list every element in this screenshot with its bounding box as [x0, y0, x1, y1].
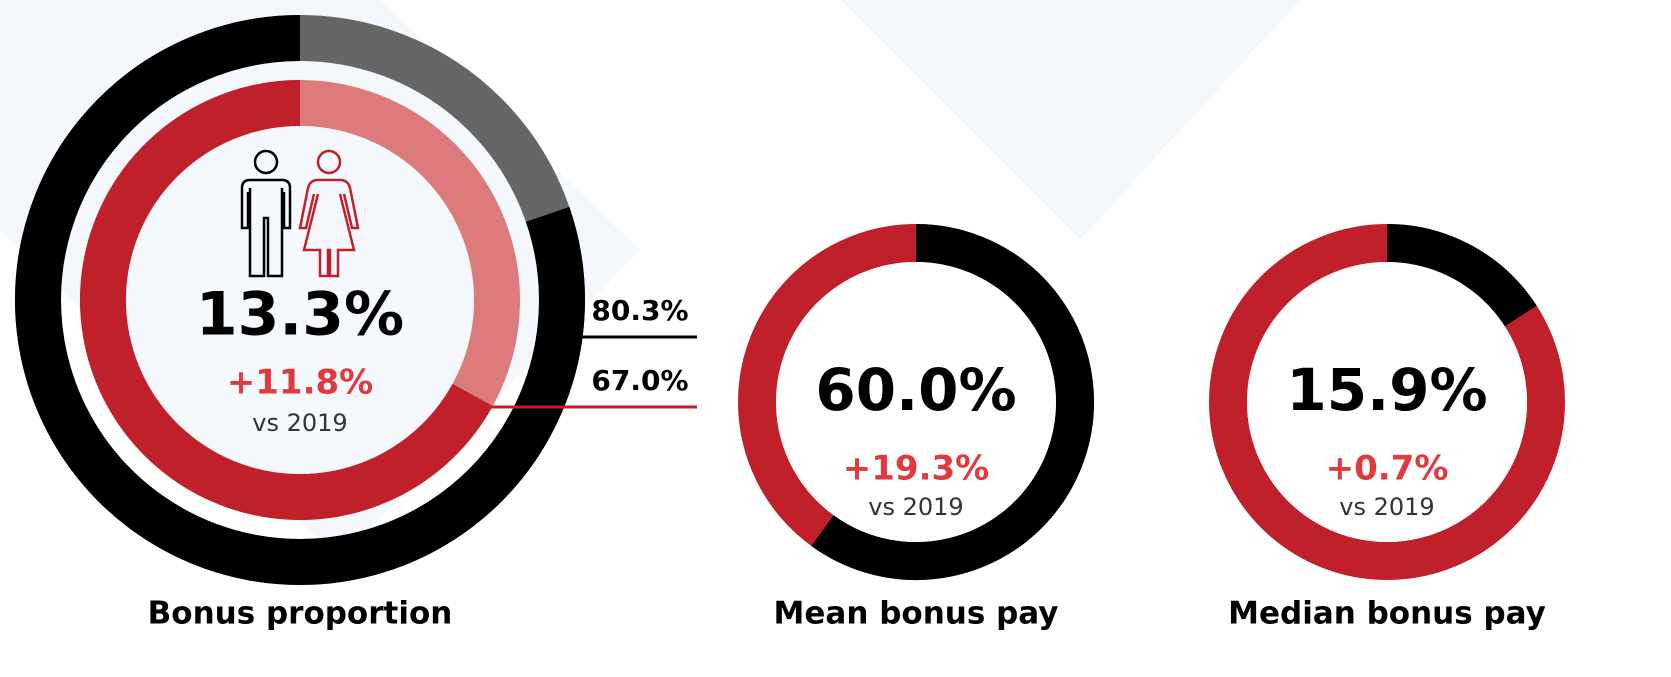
hub — [1247, 262, 1527, 542]
comparison-label: vs 2019 — [1339, 493, 1434, 521]
hub — [776, 262, 1056, 542]
value-label: 60.0% — [815, 356, 1016, 424]
man-icon — [240, 149, 292, 278]
comparison-label: vs 2019 — [252, 409, 347, 437]
people-icon — [240, 149, 360, 278]
ring-arc — [15, 15, 585, 585]
headline-value: 13.3% — [196, 280, 404, 350]
change-value: +19.3% — [843, 449, 989, 489]
charts: 13.3% +11.8% vs 2019 80.3% 67.0% Bonus propor… — [15, 15, 1565, 632]
chart-title: Mean bonus pay — [774, 596, 1059, 632]
value-label: 80.3% — [591, 294, 688, 327]
value-label: 67.0% — [591, 364, 688, 397]
change-value: +0.7% — [1326, 449, 1449, 489]
comparison-label: vs 2019 — [868, 493, 963, 521]
chart-title: Median bonus pay — [1228, 596, 1546, 632]
woman-icon — [298, 149, 360, 278]
value-label: 15.9% — [1286, 356, 1487, 424]
ring-arc — [80, 80, 493, 520]
chart-title: Bonus proportion — [148, 596, 453, 632]
background-shape — [840, 0, 1300, 240]
ring-arc — [1386, 224, 1537, 327]
hub — [126, 126, 474, 474]
change-value: +11.8% — [227, 363, 373, 403]
ring-arc — [811, 224, 1094, 580]
